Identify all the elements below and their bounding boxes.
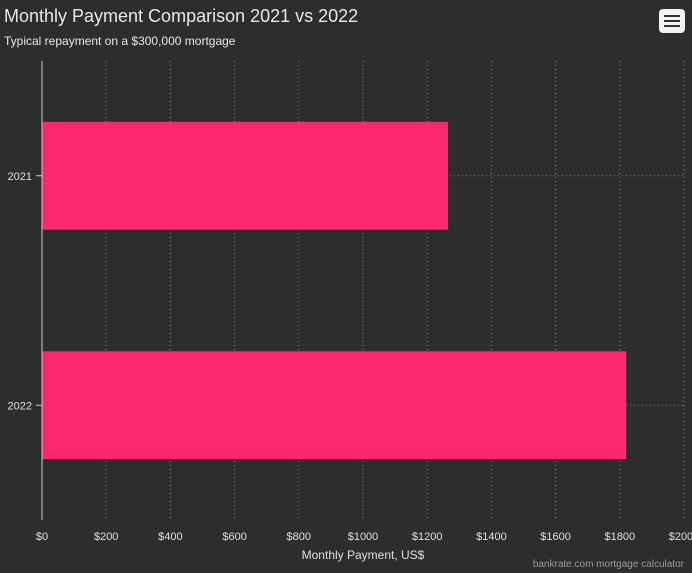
x-tick-label: $0: [36, 531, 48, 543]
x-tick-label: $1800: [605, 531, 636, 543]
x-tick-label: $1400: [476, 531, 507, 543]
chart-title: Monthly Payment Comparison 2021 vs 2022: [4, 6, 359, 26]
menu-line: [664, 25, 680, 27]
x-tick-label: $1200: [412, 531, 443, 543]
hamburger-menu-icon[interactable]: [659, 9, 685, 33]
x-tick-label: $200: [94, 531, 118, 543]
menu-line: [664, 20, 680, 22]
bar-2021[interactable]: [42, 121, 449, 230]
y-tick-label: 2022: [8, 400, 32, 412]
x-tick-label: $400: [158, 531, 182, 543]
x-tick-label: $800: [287, 531, 311, 543]
x-tick-label: $600: [222, 531, 246, 543]
menu-line: [664, 15, 680, 17]
chart-credit[interactable]: bankrate.com mortgage calculator: [532, 559, 684, 570]
bar-2022[interactable]: [42, 351, 627, 460]
y-tick-label: 2021: [8, 171, 32, 183]
x-tick-label: $1000: [348, 531, 379, 543]
x-tick-label: $1600: [540, 531, 571, 543]
x-axis-title: Monthly Payment, US$: [302, 548, 425, 562]
chart-subtitle: Typical repayment on a $300,000 mortgage: [4, 34, 236, 48]
x-tick-label: $2000: [669, 531, 692, 543]
